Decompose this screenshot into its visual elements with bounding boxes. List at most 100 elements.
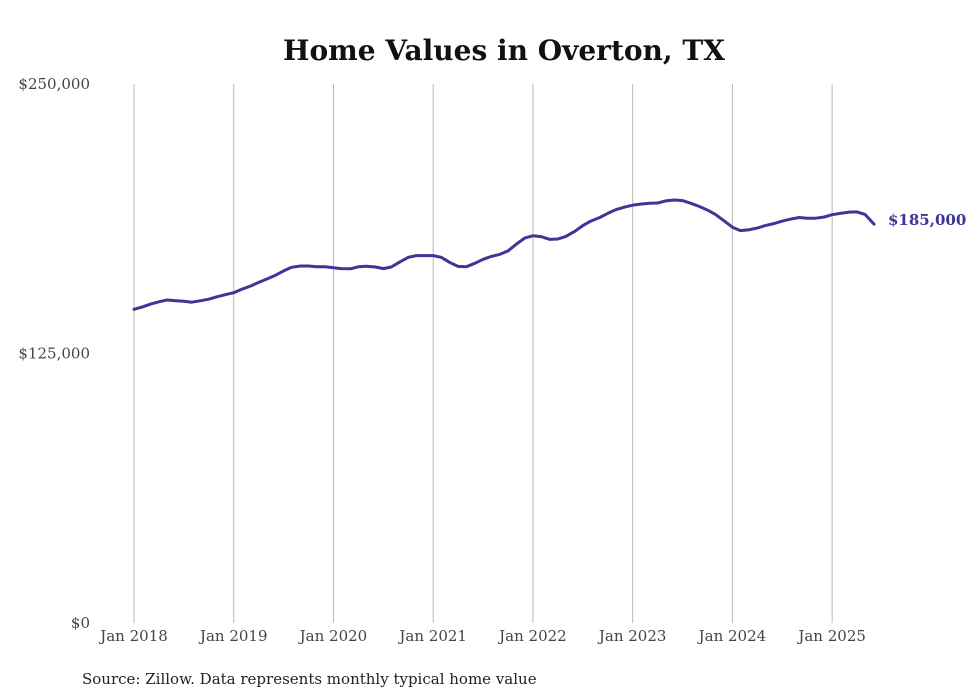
data-point [565,235,567,237]
data-point [499,253,501,255]
data-point [814,217,816,219]
data-point [424,254,426,256]
data-point [365,265,367,267]
data-point [582,224,584,226]
data-point [714,213,716,215]
x-tick-label: Jan 2018 [98,627,168,645]
data-point [856,211,858,213]
data-point [781,220,783,222]
data-point [848,211,850,213]
data-point [357,266,359,268]
data-point [490,255,492,257]
data-point [839,212,841,214]
data-point [639,203,641,205]
x-tick-label: Jan 2024 [697,627,767,645]
data-point [540,235,542,237]
data-point [864,213,866,215]
data-point [166,299,168,301]
chart-title: Home Values in Overton, TX [283,34,725,67]
data-point [615,209,617,211]
data-point [315,266,317,268]
x-tick-label: Jan 2019 [198,627,268,645]
data-point [656,202,658,204]
end-value-label: $185,000 [888,211,966,229]
data-point [258,281,260,283]
data-point [532,235,534,237]
data-point [407,256,409,258]
data-point [415,254,417,256]
data-point [332,267,334,269]
y-tick-label: $125,000 [18,345,90,363]
x-tick-label: Jan 2025 [796,627,866,645]
data-point [216,296,218,298]
data-point [382,267,384,269]
data-point [681,199,683,201]
data-point [282,270,284,272]
data-point [748,229,750,231]
data-point [307,265,309,267]
data-point [250,285,252,287]
gridlines [133,84,833,623]
data-point [806,217,808,219]
data-point [607,212,609,214]
data-point [208,298,210,300]
data-point [739,229,741,231]
data-point [465,266,467,268]
data-point [265,278,267,280]
data-point [233,292,235,294]
data-point [823,216,825,218]
data-point [557,238,559,240]
y-tick-label: $0 [71,614,90,632]
source-note: Source: Zillow. Data represents monthly … [82,670,537,688]
data-point [390,266,392,268]
data-point [549,238,551,240]
data-point [599,216,601,218]
data-point [723,220,725,222]
y-axis-ticks: $0 $125,000 $250,000 [18,75,90,632]
data-point [673,199,675,201]
data-point [241,288,243,290]
data-point [349,268,351,270]
data-point [831,214,833,216]
data-point [798,216,800,218]
data-point [482,258,484,260]
data-point [299,265,301,267]
data-point [773,222,775,224]
data-point [440,256,442,258]
data-point [432,254,434,256]
data-point [449,262,451,264]
data-point [183,300,185,302]
data-point [789,218,791,220]
data-point [474,262,476,264]
data-point [457,265,459,267]
data-point [664,200,666,202]
x-tick-label: Jan 2023 [597,627,667,645]
data-point [374,266,376,268]
data-point [590,220,592,222]
data-point [150,303,152,305]
data-point [689,202,691,204]
data-point [624,206,626,208]
data-point [274,274,276,276]
data-point [756,227,758,229]
data-point [133,308,135,310]
data-point [515,243,517,245]
data-point [731,226,733,228]
data-point [507,250,509,252]
data-point [873,223,875,225]
data-point [706,209,708,211]
data-point [764,224,766,226]
x-tick-label: Jan 2020 [298,627,368,645]
data-point [340,267,342,269]
x-tick-label: Jan 2022 [497,627,567,645]
data-point [698,205,700,207]
data-point [200,300,202,302]
data-point [225,293,227,295]
data-point [290,266,292,268]
data-point [141,306,143,308]
data-point [524,237,526,239]
data-point [574,230,576,232]
data-point [191,301,193,303]
data-point [175,300,177,302]
